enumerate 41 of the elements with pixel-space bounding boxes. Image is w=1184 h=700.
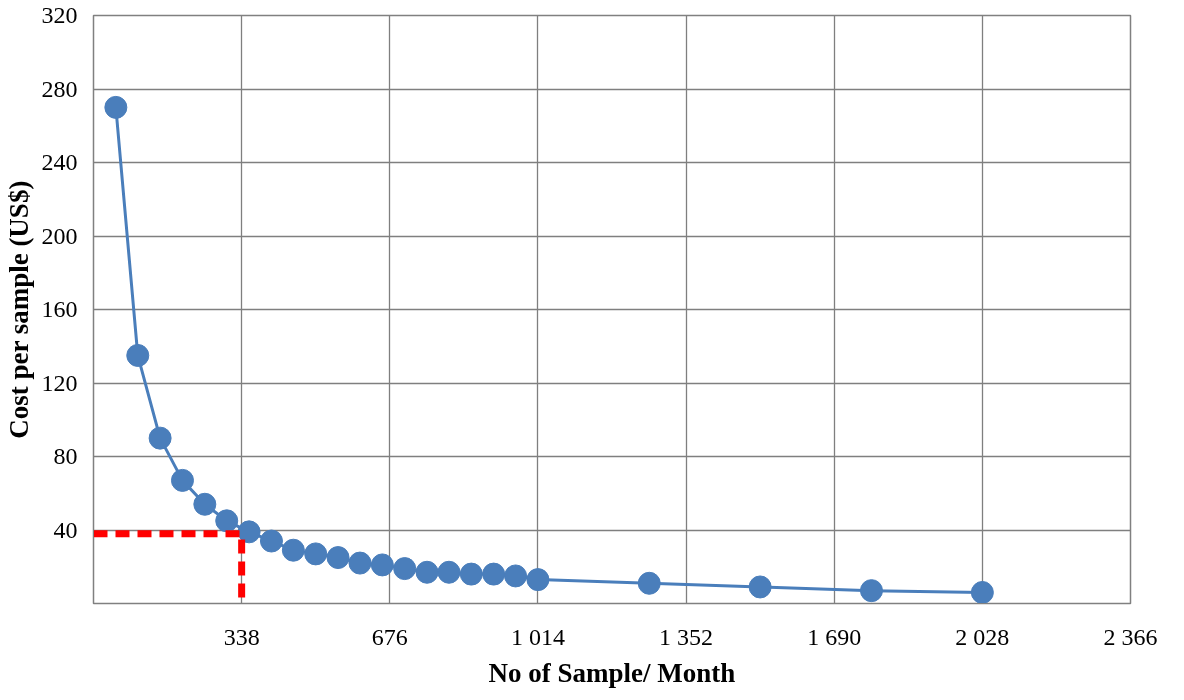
point (437, 560, 461, 584)
x-tick-label: 2 028 (955, 623, 1010, 650)
y-tick-label: 80 (53, 443, 78, 469)
x-tick-label: 1 352 (659, 623, 714, 650)
point (415, 560, 439, 584)
point (526, 568, 550, 592)
point (970, 581, 994, 604)
point (215, 509, 239, 533)
x-tick-label: 1 014 (510, 623, 565, 650)
y-tick-label: 40 (53, 516, 78, 543)
x-tick-label: 1 690 (807, 623, 862, 650)
point (370, 553, 394, 577)
point (126, 343, 150, 367)
x-axis-title: No of Sample/ Month (488, 657, 736, 688)
point (259, 529, 283, 553)
x-tick-label: 338 (223, 623, 260, 650)
point (504, 564, 528, 588)
point (148, 426, 172, 450)
point (237, 520, 261, 544)
point (748, 575, 772, 599)
point (393, 557, 417, 581)
point (281, 538, 305, 562)
point (637, 571, 661, 595)
point (193, 492, 217, 516)
point (859, 579, 883, 603)
y-tick-label: 320 (41, 2, 78, 28)
point (326, 546, 350, 570)
point (304, 542, 328, 566)
y-tick-label: 200 (41, 222, 78, 249)
point (104, 95, 128, 119)
y-tick-label: 160 (41, 296, 78, 322)
y-tick-label: 120 (41, 369, 78, 396)
point (170, 468, 194, 492)
y-tick-label: 280 (41, 75, 78, 102)
point (459, 562, 483, 586)
x-tick-label: 676 (371, 623, 408, 650)
y-tick-label: 240 (41, 149, 78, 175)
x-tick-label: 2 366 (1103, 623, 1158, 650)
y-axis-title: Cost per sample (US$) (3, 180, 34, 439)
point (482, 562, 506, 586)
point (348, 551, 372, 575)
